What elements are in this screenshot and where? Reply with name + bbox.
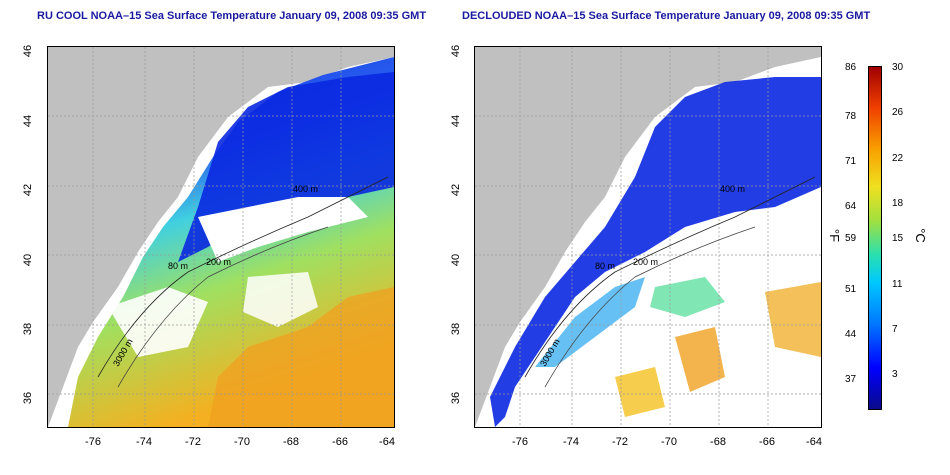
temperature-colorbar: [868, 66, 882, 410]
isobath: [97, 176, 389, 378]
x-tick: -72: [185, 436, 201, 448]
colorbar-f-tick: 37: [845, 374, 857, 385]
cloud-mask: [243, 272, 318, 327]
x-tick: -70: [234, 436, 250, 448]
y-tick: 40: [450, 253, 462, 267]
x-tick: -64: [379, 436, 395, 448]
colorbar-c-tick: 11: [892, 279, 903, 290]
x-tick: -74: [563, 436, 579, 448]
y-tick: 46: [450, 44, 462, 58]
x-tick: -68: [710, 436, 726, 448]
cold-water: [490, 77, 821, 427]
y-tick: 38: [450, 322, 462, 336]
y-tick: 46: [22, 44, 34, 58]
left-map-title: RU COOL NOAA–15 Sea Surface Temperature …: [37, 10, 427, 22]
contour-label: 200 m: [633, 257, 658, 267]
right-sst-map: 80 m 200 m 400 m 3000 m: [475, 47, 821, 427]
x-tick: -76: [512, 436, 528, 448]
colorbar-c-tick: 15: [892, 233, 904, 244]
isobath: [544, 226, 756, 388]
contour-label: 80 m: [168, 261, 188, 271]
isobath: [117, 226, 329, 388]
colorbar-f-tick: 71: [845, 156, 857, 167]
y-tick: 44: [450, 114, 462, 128]
colorbar-c-tick: 18: [892, 198, 904, 209]
y-tick: 36: [22, 391, 34, 405]
cloud-mask: [198, 197, 368, 262]
right-map-title: DECLOUDED NOAA–15 Sea Surface Temperatur…: [462, 10, 871, 22]
colorbar-f-tick: 78: [845, 111, 857, 122]
colorbar-f-tick: 51: [845, 284, 857, 295]
x-tick: -64: [806, 436, 822, 448]
x-tick: -74: [136, 436, 152, 448]
left-map-panel: 80 m 200 m 400 m 3000 m: [47, 46, 395, 428]
right-map-panel: 80 m 200 m 400 m 3000 m: [474, 46, 822, 428]
x-tick: -72: [612, 436, 628, 448]
colorbar-c-tick: 30: [892, 62, 904, 73]
mid-water: [650, 277, 725, 317]
land-mass: [48, 47, 394, 427]
x-tick: -66: [759, 436, 775, 448]
colorbar-c-unit: °C: [912, 228, 928, 243]
colorbar-c-tick: 26: [892, 107, 904, 118]
y-tick: 44: [22, 114, 34, 128]
x-tick: -70: [661, 436, 677, 448]
y-tick: 42: [22, 183, 34, 197]
y-tick: 42: [450, 183, 462, 197]
contour-label: 80 m: [595, 261, 615, 271]
contour-label: 400 m: [293, 184, 318, 194]
colorbar-c-tick: 22: [892, 153, 904, 164]
isobath: [524, 176, 816, 378]
contour-label: 200 m: [206, 257, 231, 267]
land-mass: [475, 47, 821, 427]
colorbar-f-unit: °F: [827, 228, 843, 243]
y-tick: 36: [450, 391, 462, 405]
warm-water: [615, 367, 665, 417]
colorbar-f-tick: 44: [845, 329, 857, 340]
left-sst-map: 80 m 200 m 400 m 3000 m: [48, 47, 394, 427]
colorbar-c-tick: 3: [892, 369, 898, 380]
colorbar-f-tick: 59: [845, 233, 857, 244]
x-tick: -76: [85, 436, 101, 448]
colorbar-f-tick: 64: [845, 201, 857, 212]
x-tick: -68: [283, 436, 299, 448]
x-tick: -66: [332, 436, 348, 448]
warm-water: [208, 287, 394, 427]
colorbar-f-tick: 86: [845, 62, 857, 73]
contour-label: 400 m: [720, 184, 745, 194]
warm-water: [675, 327, 725, 392]
colorbar-c-tick: 7: [892, 324, 898, 335]
warm-water: [765, 282, 821, 357]
cloud-mask: [108, 287, 208, 357]
y-tick: 38: [22, 322, 34, 336]
y-tick: 40: [22, 253, 34, 267]
